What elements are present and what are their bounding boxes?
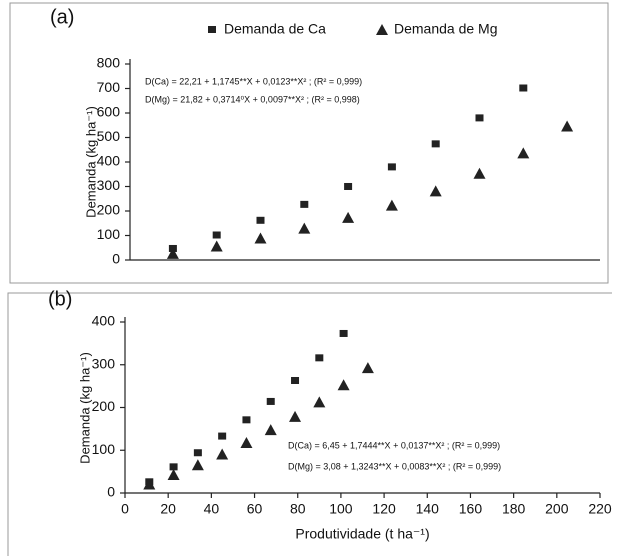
marker-triangle: [342, 211, 355, 223]
marker-triangle: [361, 362, 374, 374]
panel-label: (a): [50, 6, 74, 28]
y-tick-label: 100: [97, 226, 121, 242]
equation: D(Ca) = 6,45 + 1,7444**X + 0,0137**X² ; …: [288, 440, 500, 450]
marker-triangle: [254, 232, 267, 244]
x-tick-label: 40: [204, 501, 220, 517]
y-tick-label: 200: [97, 202, 121, 218]
marker-triangle: [143, 478, 156, 490]
x-tick-label: 140: [416, 501, 440, 517]
y-tick-label: 500: [97, 128, 121, 144]
marker-triangle: [385, 199, 398, 211]
marker-triangle: [289, 410, 302, 422]
marker-square: [291, 376, 300, 384]
x-tick-label: 20: [160, 501, 176, 517]
legend-label: Demanda de Ca: [224, 21, 326, 37]
y-tick-label: 400: [97, 153, 121, 169]
marker-triangle: [167, 469, 180, 481]
x-tick-label: 100: [329, 501, 353, 517]
x-axis-label: Produtividade (t ha⁻¹): [295, 526, 429, 542]
marker-square: [387, 163, 396, 171]
x-tick-label: 0: [121, 501, 129, 517]
marker-triangle: [429, 185, 442, 197]
y-tick-label: 0: [112, 251, 120, 267]
marker-square: [519, 84, 528, 92]
marker-square: [431, 140, 440, 148]
x-tick-label: 60: [247, 501, 263, 517]
marker-triangle: [240, 436, 253, 448]
marker-square: [339, 329, 348, 337]
panel-label: (b): [48, 288, 72, 310]
x-tick-label: 200: [545, 501, 569, 517]
marker-square: [242, 416, 251, 424]
marker-triangle: [473, 167, 486, 179]
y-tick-label: 0: [107, 484, 115, 500]
legend-label: Demanda de Mg: [394, 21, 498, 37]
marker-square: [256, 216, 265, 224]
y-tick-label: 600: [97, 104, 121, 120]
marker-square: [475, 114, 484, 122]
marker-square: [193, 449, 202, 457]
marker-triangle: [561, 120, 574, 132]
marker-square: [315, 354, 324, 362]
x-tick-label: 120: [372, 501, 396, 517]
x-tick-label: 160: [459, 501, 483, 517]
y-tick-label: 200: [92, 398, 116, 414]
y-tick-label: 300: [97, 177, 121, 193]
marker-square: [266, 397, 275, 405]
marker-triangle: [313, 396, 326, 408]
y-tick-label: 800: [97, 55, 121, 71]
equation: D(Ca) = 22,21 + 1,1745**X + 0,0123**X² ;…: [145, 76, 362, 86]
marker-triangle: [298, 222, 311, 234]
marker-square: [218, 432, 227, 440]
marker-square: [169, 463, 178, 471]
legend-marker: [208, 26, 216, 33]
marker-triangle: [191, 459, 204, 471]
marker-square: [212, 231, 221, 239]
marker-triangle: [517, 147, 530, 159]
panel-b-frame: [7, 292, 612, 556]
y-tick-label: 400: [92, 313, 116, 329]
legend-marker: [376, 24, 388, 35]
marker-triangle: [210, 240, 223, 252]
marker-triangle: [264, 424, 277, 436]
y-tick-label: 300: [92, 355, 116, 371]
y-tick-label: 700: [97, 79, 121, 95]
marker-triangle: [166, 247, 179, 259]
panel-a-frame: [9, 2, 609, 284]
x-tick-label: 80: [290, 501, 306, 517]
y-tick-label: 100: [92, 441, 116, 457]
marker-square: [344, 182, 353, 190]
equation: D(Mg) = 21,82 + 0,3714⁰X + 0,0097**X² ; …: [145, 94, 360, 104]
equation: D(Mg) = 3,08 + 1,3243**X + 0,0083**X² ; …: [288, 461, 501, 471]
marker-square: [300, 200, 309, 208]
x-tick-label: 180: [502, 501, 526, 517]
marker-triangle: [337, 379, 350, 391]
x-tick-label: 220: [588, 501, 612, 517]
marker-triangle: [216, 448, 229, 460]
y-axis-label: Demanda (kg ha⁻¹): [83, 106, 98, 218]
y-axis-label: Demanda (kg ha⁻¹): [77, 352, 92, 464]
